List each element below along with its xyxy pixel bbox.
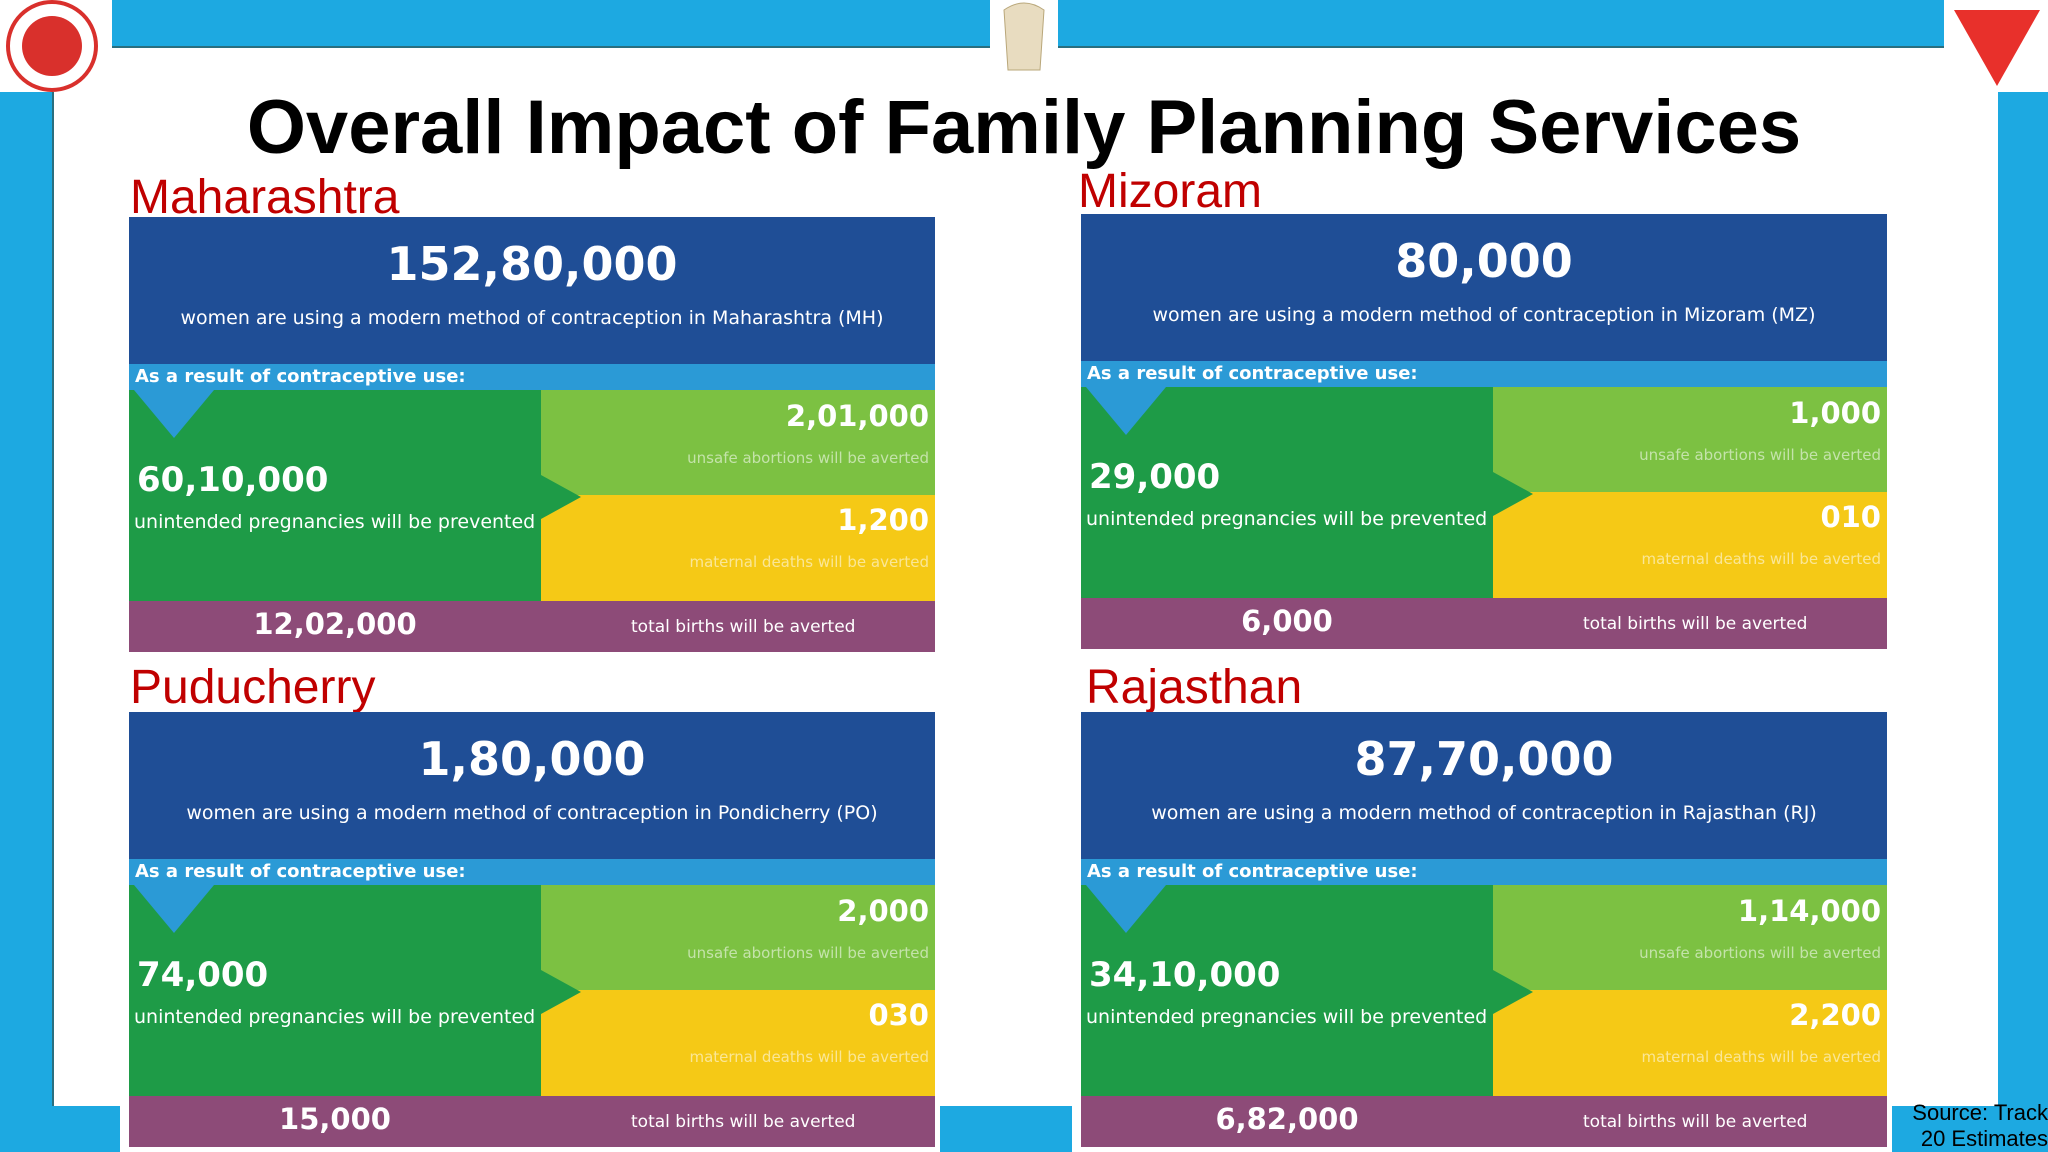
births-block — [1081, 1096, 1887, 1147]
pregnancies-value: 29,000 — [1089, 457, 1221, 497]
deaths-text: maternal deaths will be averted — [1641, 550, 1881, 568]
deaths-text: maternal deaths will be averted — [689, 1048, 929, 1066]
state-name: Puducherry — [130, 661, 376, 714]
births-value: 12,02,000 — [253, 607, 417, 641]
impact-panel: 87,70,000 women are using a modern method… — [1081, 712, 1887, 1147]
deaths-block — [1493, 492, 1887, 598]
births-value: 15,000 — [279, 1102, 391, 1136]
births-text: total births will be averted — [1583, 614, 1808, 634]
impact-panel: 1,80,000 women are using a modern method … — [129, 712, 935, 1147]
births-value: 6,82,000 — [1215, 1102, 1359, 1136]
births-block — [129, 601, 935, 652]
nhm-logo-center — [22, 16, 82, 76]
header-block — [1081, 712, 1887, 859]
impact-panel: 80,000 women are using a modern method of… — [1081, 214, 1887, 649]
births-text: total births will be averted — [631, 617, 856, 637]
deaths-text: maternal deaths will be averted — [1641, 1048, 1881, 1066]
users-value: 80,000 — [1395, 234, 1573, 288]
pregnancies-value: 60,10,000 — [137, 460, 329, 500]
result-label: As a result of contraceptive use: — [129, 859, 935, 885]
pregnancies-block — [129, 390, 541, 601]
abortions-value: 1,14,000 — [1737, 894, 1881, 928]
deaths-value: 1,200 — [837, 503, 929, 537]
abortions-block — [541, 390, 935, 495]
state-name: Maharashtra — [130, 171, 400, 224]
result-label: As a result of contraceptive use: — [129, 364, 935, 390]
abortions-block — [541, 885, 935, 990]
deaths-text: maternal deaths will be averted — [689, 553, 929, 571]
abortions-text: unsafe abortions will be averted — [1639, 944, 1881, 962]
abortions-block — [1493, 387, 1887, 492]
impact-panel: 152,80,000 women are using a modern metho… — [129, 217, 935, 652]
users-value: 87,70,000 — [1354, 732, 1614, 786]
deaths-value: 2,200 — [1789, 998, 1881, 1032]
abortions-text: unsafe abortions will be averted — [687, 449, 929, 467]
births-text: total births will be averted — [1583, 1112, 1808, 1132]
abortions-block — [1493, 885, 1887, 990]
abortions-value: 1,000 — [1789, 396, 1881, 430]
abortions-value: 2,01,000 — [785, 399, 929, 433]
abortions-value: 2,000 — [837, 894, 929, 928]
emblem — [1003, 2, 1045, 71]
abortions-text: unsafe abortions will be averted — [1639, 446, 1881, 464]
pregnancies-text: unintended pregnancies will be prevented — [134, 511, 536, 533]
pregnancies-text: unintended pregnancies will be prevented — [1086, 508, 1488, 530]
state-name: Mizoram — [1078, 165, 1263, 218]
header-block — [1081, 214, 1887, 361]
births-block — [129, 1096, 935, 1147]
header-block — [129, 217, 935, 364]
triangle-logo — [1954, 10, 2040, 86]
logos — [0, 0, 2048, 110]
pregnancies-value: 74,000 — [137, 955, 269, 995]
pregnancies-value: 34,10,000 — [1089, 955, 1281, 995]
source-note: Source: Track 20 Estimates — [1912, 1100, 2048, 1151]
users-text: women are using a modern method of contr… — [186, 802, 878, 824]
deaths-block — [541, 495, 935, 601]
pregnancies-block — [129, 885, 541, 1096]
deaths-value: 010 — [1820, 500, 1881, 534]
births-value: 6,000 — [1241, 604, 1333, 638]
result-label: As a result of contraceptive use: — [1081, 859, 1887, 885]
births-block — [1081, 598, 1887, 649]
deaths-block — [541, 990, 935, 1096]
pregnancies-text: unintended pregnancies will be prevented — [1086, 1006, 1488, 1028]
births-text: total births will be averted — [631, 1112, 856, 1132]
pregnancies-block — [1081, 387, 1493, 598]
header-block — [129, 712, 935, 859]
users-text: women are using a modern method of contr… — [180, 307, 884, 329]
state-name: Rajasthan — [1086, 661, 1303, 714]
deaths-value: 030 — [868, 998, 929, 1032]
pregnancies-text: unintended pregnancies will be prevented — [134, 1006, 536, 1028]
users-text: women are using a modern method of contr… — [1152, 304, 1816, 326]
abortions-text: unsafe abortions will be averted — [687, 944, 929, 962]
pregnancies-block — [1081, 885, 1493, 1096]
users-text: women are using a modern method of contr… — [1151, 802, 1817, 824]
deaths-block — [1493, 990, 1887, 1096]
users-value: 1,80,000 — [418, 732, 646, 786]
slide-title: Overall Impact of Family Planning Servic… — [246, 85, 1802, 170]
users-value: 152,80,000 — [386, 237, 678, 291]
result-label: As a result of contraceptive use: — [1081, 361, 1887, 387]
